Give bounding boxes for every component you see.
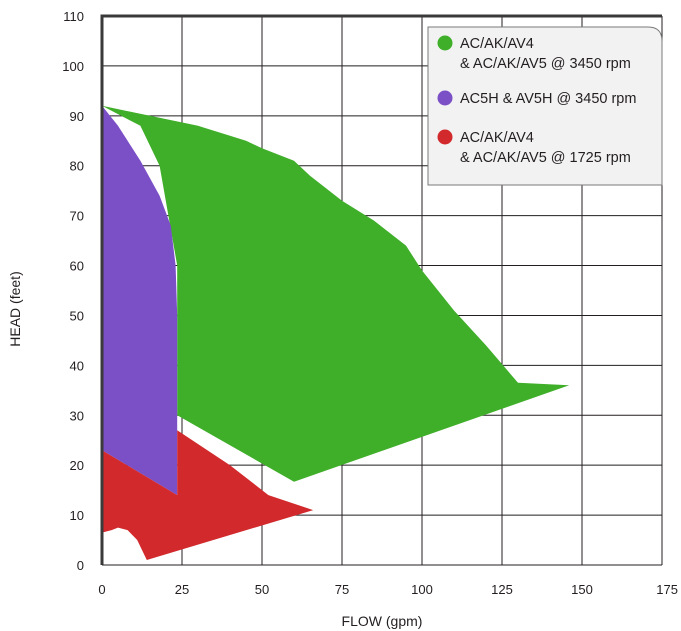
legend-label: & AC/AK/AV5 @ 3450 rpm	[460, 56, 631, 72]
series-area-3	[102, 430, 314, 560]
x-tick-label: 150	[571, 582, 593, 597]
legend-box	[427, 26, 663, 186]
y-tick-label: 30	[70, 408, 84, 423]
x-tick-label: 75	[335, 582, 349, 597]
y-tick-label: 110	[63, 9, 84, 24]
y-axis-label: HEAD (feet)	[7, 271, 23, 346]
series-area-1	[102, 105, 570, 482]
y-tick-label: 10	[70, 508, 84, 523]
y-tick-label: 0	[77, 558, 84, 573]
x-tick-label: 100	[411, 582, 433, 597]
legend-label: AC/AK/AV4	[460, 36, 534, 52]
y-tick-label: 90	[70, 109, 84, 124]
legend-label: AC5H & AV5H @ 3450 rpm	[460, 91, 636, 107]
y-tick-label: 70	[70, 209, 84, 224]
x-tick-labels: 0 25 50 75 100 125 150 175	[98, 582, 678, 597]
y-tick-label: 20	[70, 458, 84, 473]
legend-marker-3	[437, 129, 453, 145]
x-tick-label: 25	[175, 582, 189, 597]
x-axis-label: FLOW (gpm)	[342, 613, 423, 629]
series-area-2	[102, 105, 178, 496]
x-tick-label: 0	[98, 582, 105, 597]
y-tick-label: 100	[62, 59, 84, 74]
x-tick-label: 175	[656, 582, 678, 597]
legend-marker-2	[437, 90, 453, 106]
legend: AC/AK/AV4 & AC/AK/AV5 @ 3450 rpm AC5H & AV…	[427, 26, 663, 186]
y-tick-labels: 0 10 20 30 40 50 60 70 80 90 100 110	[62, 9, 84, 573]
y-tick-label: 60	[70, 259, 84, 274]
series-areas	[102, 105, 570, 560]
x-tick-label: 125	[491, 582, 513, 597]
y-tick-label: 50	[70, 308, 84, 323]
y-tick-label: 80	[70, 159, 84, 174]
legend-label: & AC/AK/AV5 @ 1725 rpm	[460, 150, 631, 166]
plot-frame	[100, 14, 662, 566]
legend-marker-1	[437, 35, 453, 51]
x-tick-label: 50	[255, 582, 269, 597]
y-tick-label: 40	[70, 358, 84, 373]
legend-label: AC/AK/AV4	[460, 130, 534, 146]
